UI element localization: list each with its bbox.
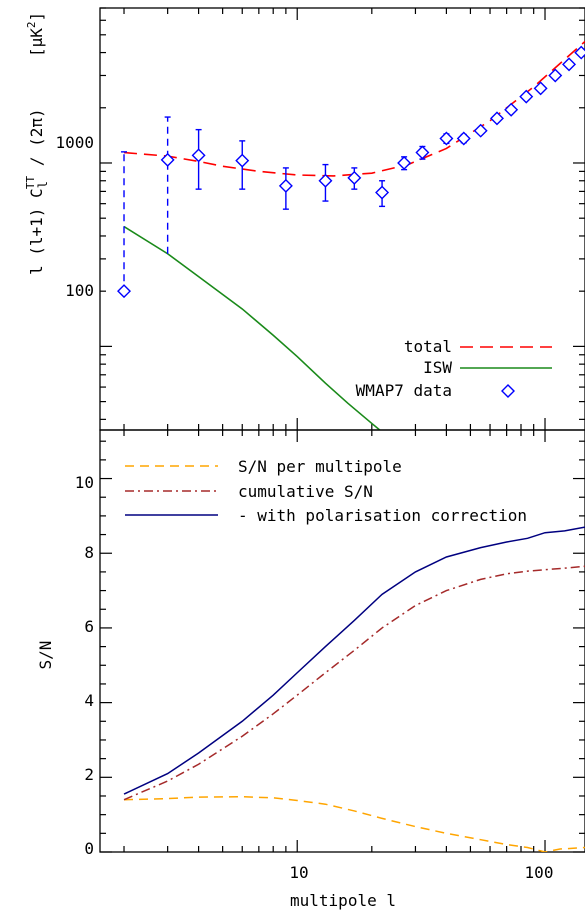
legend-label-wmap7: WMAP7 data: [356, 381, 452, 400]
wmap7-point: [439, 131, 454, 146]
legend-label-isw: ISW: [423, 358, 452, 377]
y-tick-label-0: 0: [84, 839, 94, 858]
top-y-label-sub: l: [36, 181, 50, 188]
series-cumulative-sn-line: [123, 565, 585, 801]
y-tick-label-1000: 1000: [55, 133, 94, 152]
bottom-y-axis-label: S/N: [36, 641, 55, 670]
wmap7-point: [456, 131, 471, 146]
top-y-label-main: l (l+1) C: [27, 188, 46, 275]
x-tick-label-100: 100: [525, 863, 554, 882]
legend-label-cumulative: cumulative S/N: [238, 482, 373, 501]
top-y-axis-label: l (l+1) ClTT / (2π) [μK2]: [24, 12, 50, 275]
top-y-unit: [μK: [27, 28, 46, 57]
wmap7-point: [117, 284, 132, 299]
wmap7-point: [533, 81, 548, 96]
wmap7-point: [191, 148, 206, 163]
wmap7-point: [415, 145, 430, 160]
top-y-unit-end: ]: [27, 12, 46, 22]
top-panel: 1000 100 l (l+1) ClTT / (2π) [μK2] total…: [24, 7, 585, 431]
legend-label-polarisation: - with polarisation correction: [238, 506, 527, 525]
y-tick-label-4: 4: [84, 691, 94, 710]
legend-swatch-wmap7: [501, 384, 515, 398]
wmap7-point: [235, 153, 250, 168]
bottom-panel: 0 2 4 6 8 10 10 100 multipole l S/N S/N …: [36, 429, 585, 910]
top-y-unit-sup: 2: [25, 21, 38, 28]
y-tick-label-8: 8: [84, 543, 94, 562]
y-tick-label-10: 10: [75, 473, 94, 492]
wmap7-point: [519, 89, 534, 104]
wmap7-point: [397, 155, 412, 170]
bottom-plot-frame: [99, 429, 585, 853]
x-axis-label: multipole l: [290, 891, 396, 910]
wmap7-point: [278, 178, 293, 193]
wmap7-point: [473, 123, 488, 138]
svg-text:l (l+1) ClTT / (2π): l (l+1) ClTT / (2π): [24, 108, 50, 275]
y-tick-label-100: 100: [65, 281, 94, 300]
top-ticks: [100, 7, 585, 430]
top-plot-frame: [99, 7, 585, 431]
x-tick-label-10: 10: [289, 863, 308, 882]
y-tick-label-2: 2: [84, 765, 94, 784]
series-sn-per-multipole-line: [123, 795, 585, 852]
wmap7-point: [375, 185, 390, 200]
top-legend: total ISW WMAP7 data: [356, 337, 552, 400]
series-polarisation-correction-line: [123, 526, 585, 795]
wmap7-point: [489, 111, 504, 126]
top-series: [117, 40, 585, 430]
bottom-legend: S/N per multipole cumulative S/N - with …: [125, 457, 527, 525]
wmap7-point: [160, 152, 175, 167]
bottom-series: [123, 526, 585, 852]
svg-text:[μK2]: [μK2]: [25, 12, 46, 57]
series-isw-line: [123, 225, 381, 430]
bottom-ticks: [100, 430, 585, 853]
legend-label-sn-per-multipole: S/N per multipole: [238, 457, 402, 476]
series-total-line: [123, 40, 585, 177]
legend-label-total: total: [404, 337, 452, 356]
wmap7-point: [574, 45, 585, 60]
y-tick-label-6: 6: [84, 617, 94, 636]
top-y-label-sup: TT: [24, 175, 37, 189]
top-y-label-rest: / (2π): [27, 108, 46, 175]
wmap7-point: [504, 102, 519, 117]
wmap7-point: [318, 173, 333, 188]
wmap7-point: [548, 68, 563, 83]
wmap7-point: [562, 57, 577, 72]
wmap7-point: [347, 170, 362, 185]
